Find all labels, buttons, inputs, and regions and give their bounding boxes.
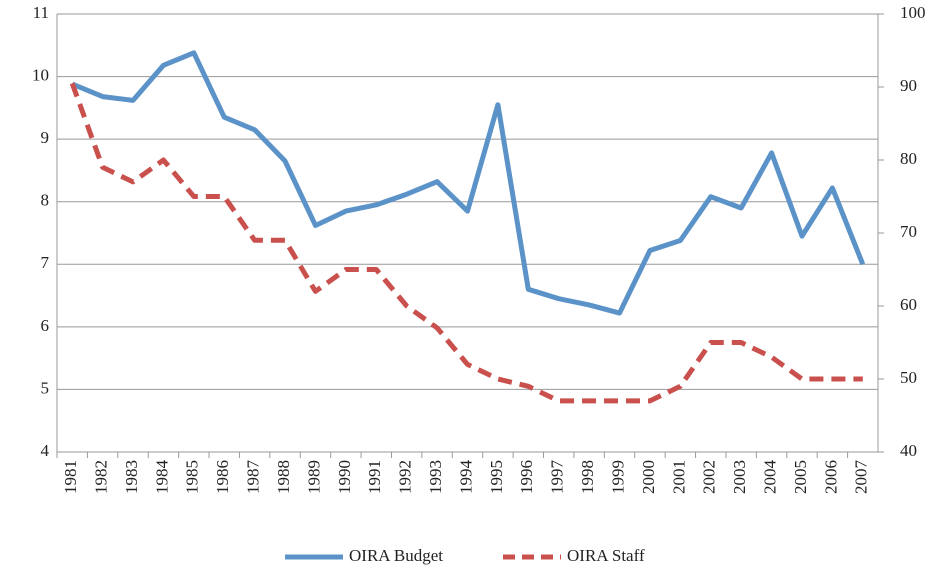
x-tick-label: 1991 (365, 460, 384, 494)
x-tick-label: 2001 (669, 460, 688, 494)
y2-tick-label: 100 (900, 3, 926, 22)
y-tick-label: 7 (41, 253, 50, 272)
y-tick-label: 10 (32, 65, 49, 84)
x-tick-label: 1998 (578, 460, 597, 494)
x-tick-label: 1987 (244, 460, 263, 495)
x-tick-label: 1985 (183, 460, 202, 494)
legend-label: OIRA Staff (567, 546, 645, 565)
y2-tick-label: 60 (900, 295, 917, 314)
y-tick-label: 6 (41, 316, 50, 335)
x-tick-label: 1995 (487, 460, 506, 494)
x-tick-label: 1984 (152, 460, 171, 495)
y-tick-label: 4 (41, 441, 50, 460)
x-tick-label: 1981 (61, 460, 80, 494)
x-tick-label: 1983 (122, 460, 141, 494)
x-tick-label: 1986 (213, 460, 232, 494)
y2-tick-label: 40 (900, 441, 917, 460)
legend-label: OIRA Budget (349, 546, 443, 565)
x-tick-label: 2000 (639, 460, 658, 494)
y2-tick-label: 70 (900, 222, 917, 241)
x-tick-label: 1994 (456, 460, 475, 495)
y-tick-label: 5 (41, 378, 50, 397)
x-tick-label: 1999 (608, 460, 627, 494)
x-tick-label: 2002 (700, 460, 719, 494)
x-tick-label: 1993 (426, 460, 445, 494)
y2-tick-label: 80 (900, 149, 917, 168)
x-tick-label: 2005 (791, 460, 810, 494)
x-tick-label: 2006 (821, 460, 840, 494)
x-tick-label: 1982 (92, 460, 111, 494)
y-tick-label: 9 (41, 128, 50, 147)
x-tick-label: 2004 (760, 460, 779, 495)
y-tick-label: 11 (33, 3, 49, 22)
x-tick-label: 2007 (852, 460, 871, 495)
x-tick-label: 1996 (517, 460, 536, 494)
series-line (69, 82, 863, 404)
x-tick-label: 1992 (396, 460, 415, 494)
y-tick-label: 8 (41, 191, 50, 210)
x-tick-label: 1988 (274, 460, 293, 494)
y2-tick-label: 50 (900, 368, 917, 387)
x-tick-label: 1990 (335, 460, 354, 494)
x-tick-label: 2003 (730, 460, 749, 494)
series-line (71, 50, 866, 316)
y2-tick-label: 90 (900, 76, 917, 95)
x-tick-label: 1989 (304, 460, 323, 494)
x-tick-label: 1997 (548, 460, 567, 495)
